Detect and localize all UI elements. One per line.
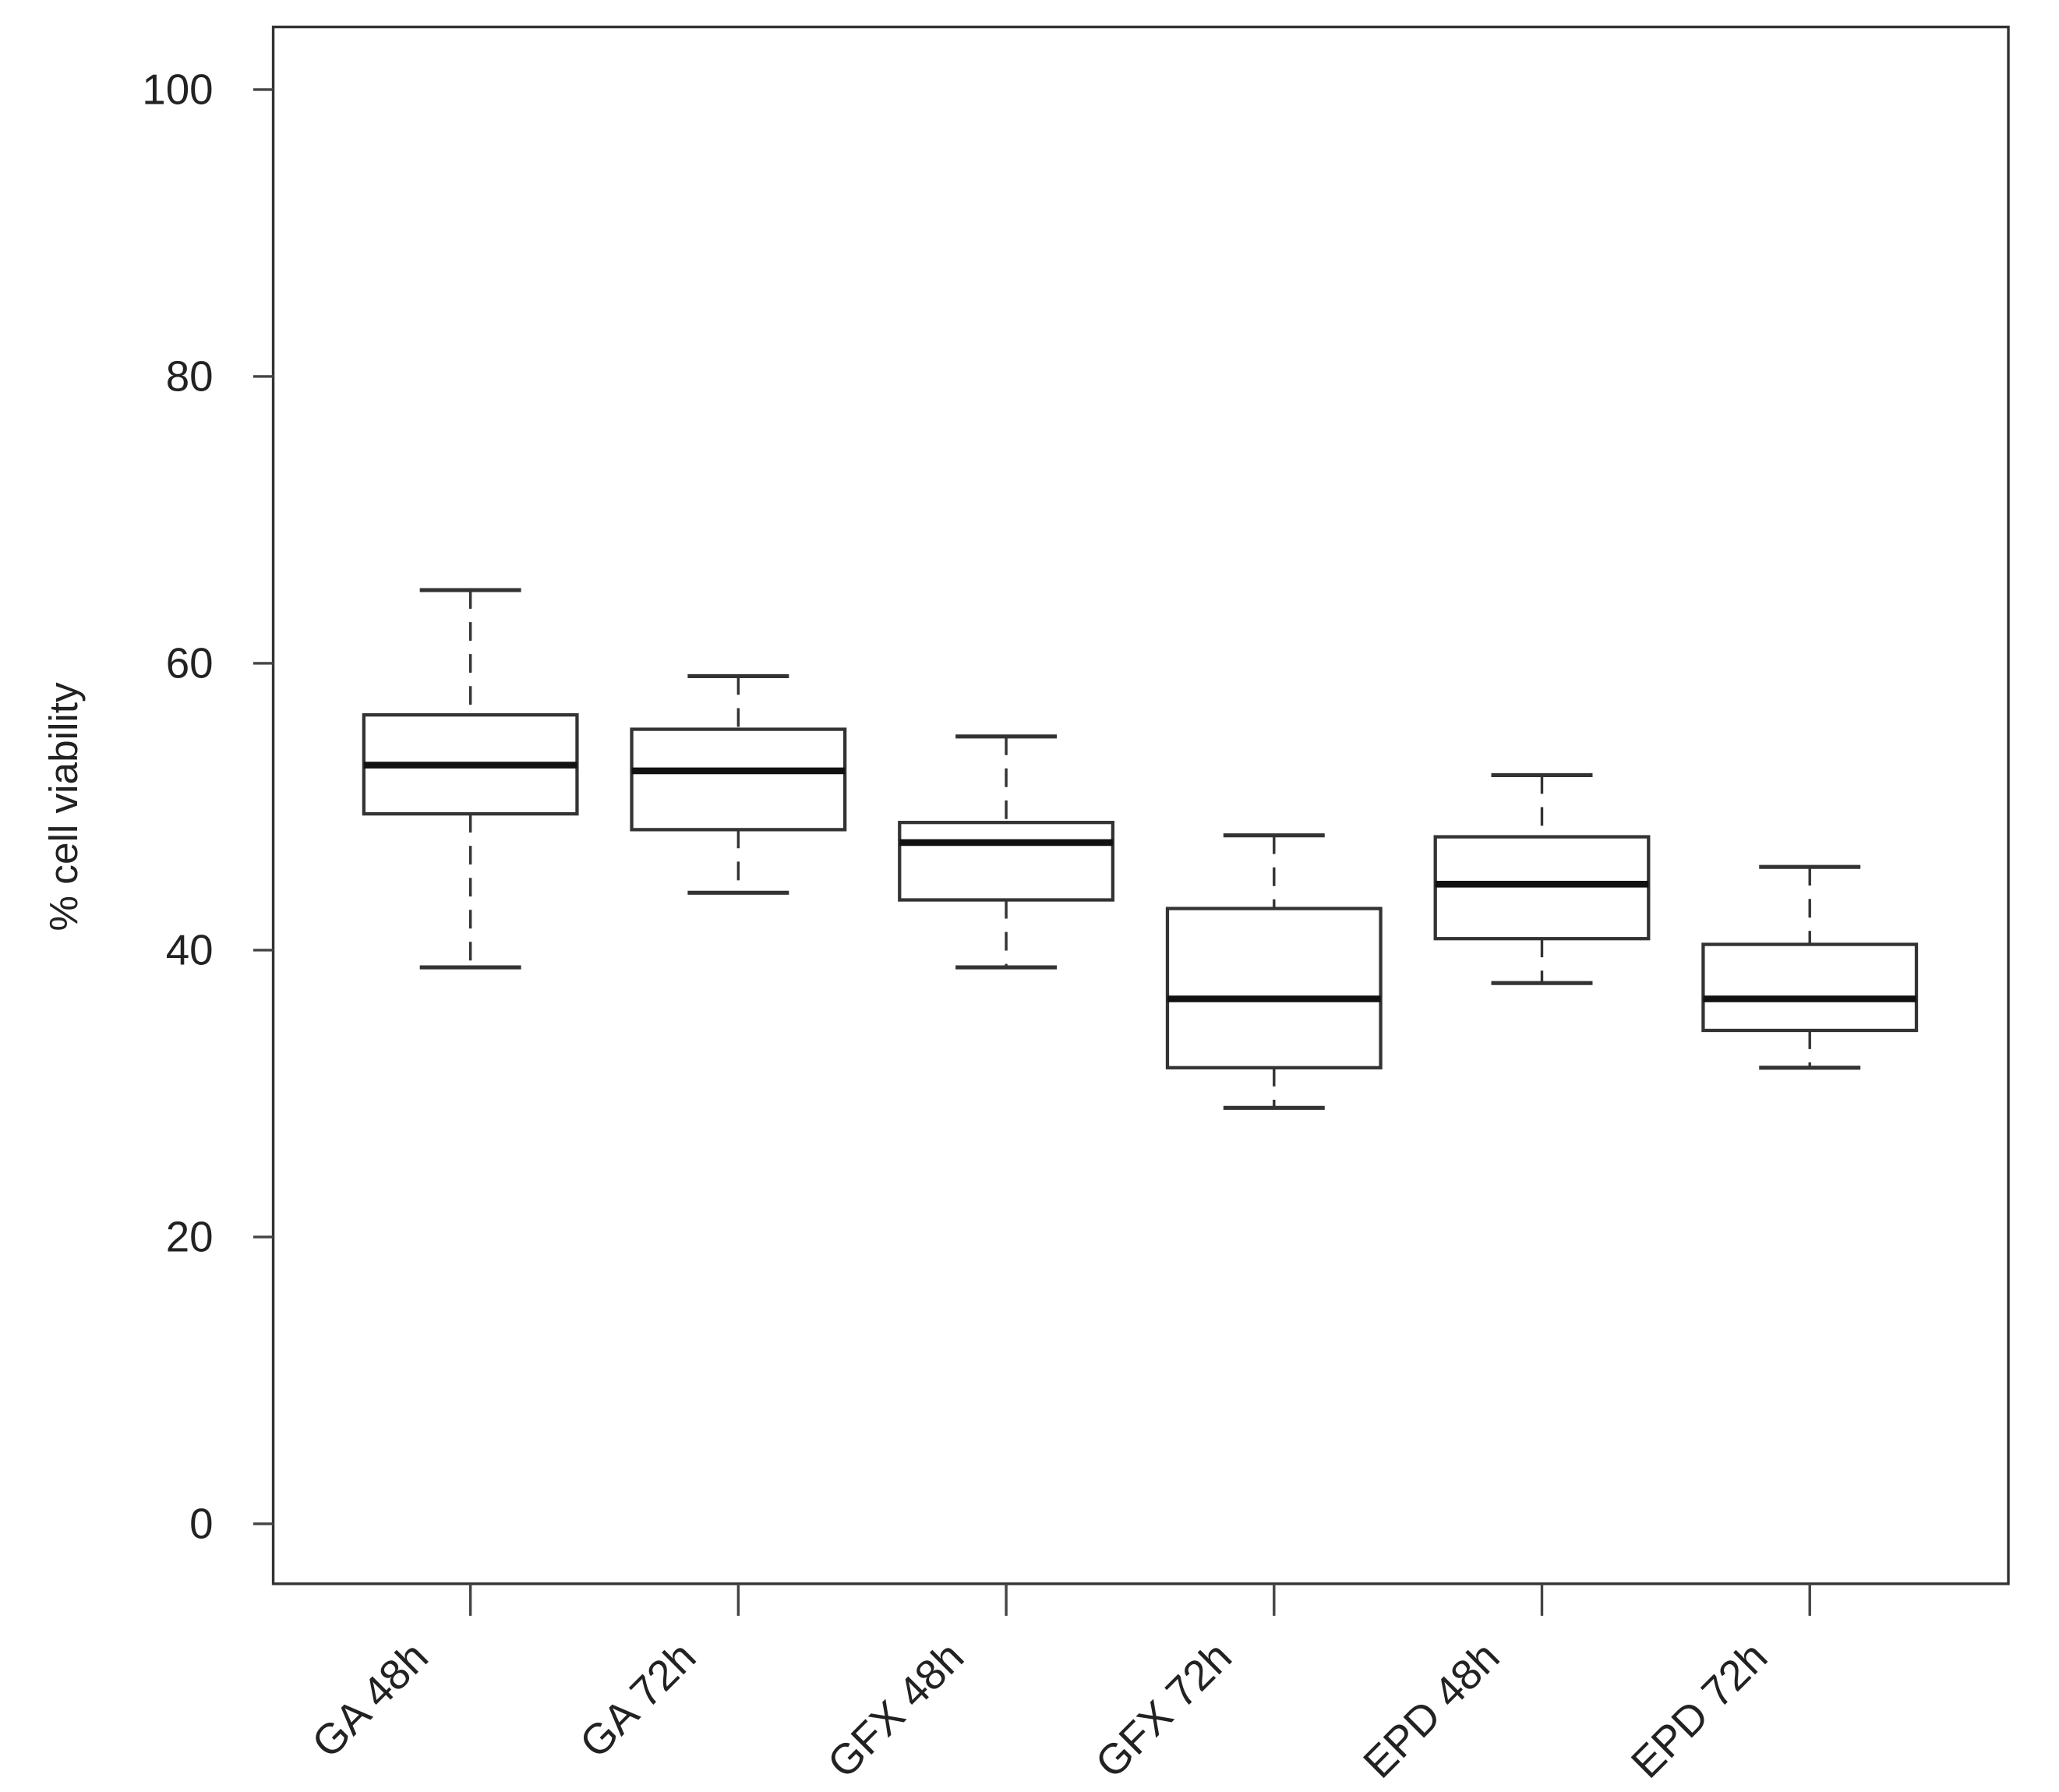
box-ga-72h — [630, 673, 847, 895]
box-epd-48h — [1433, 772, 1651, 985]
iqr-box — [1701, 942, 1919, 1033]
x-tick-label: GA 72h — [570, 1632, 705, 1767]
iqr-box — [630, 727, 847, 832]
plot-frame — [271, 25, 2010, 1585]
y-tick-label: 20 — [166, 1213, 214, 1261]
y-tick-label: 80 — [166, 352, 214, 401]
box-gfx-48h — [898, 734, 1115, 970]
x-tick-label: EPD 48h — [1354, 1632, 1509, 1787]
y-tick-label: 60 — [166, 639, 214, 687]
y-tick-label: 100 — [142, 65, 213, 114]
iqr-box — [1165, 907, 1383, 1069]
y-tick-label: 0 — [189, 1500, 213, 1548]
x-tick-label: GA 48h — [302, 1632, 437, 1767]
box-epd-72h — [1701, 864, 1919, 1070]
x-tick-label: GFX 72h — [1086, 1632, 1241, 1787]
y-axis: 0 20 40 60 80 100 — [142, 65, 274, 1548]
iqr-box — [1433, 835, 1651, 941]
x-axis: GA 48h GA 72h GFX 48h GFX 72h EPD 48h EPD 72h — [302, 1583, 1811, 1787]
box-gfx-72h — [1165, 833, 1383, 1110]
x-tick-label: GFX 48h — [818, 1632, 973, 1787]
iqr-box — [898, 821, 1115, 902]
boxes — [362, 588, 1919, 1110]
box-ga-48h — [362, 588, 579, 970]
y-axis-label: % cell viability — [41, 682, 86, 931]
y-tick-label: 40 — [166, 926, 214, 974]
x-tick-label: EPD 72h — [1622, 1632, 1777, 1787]
